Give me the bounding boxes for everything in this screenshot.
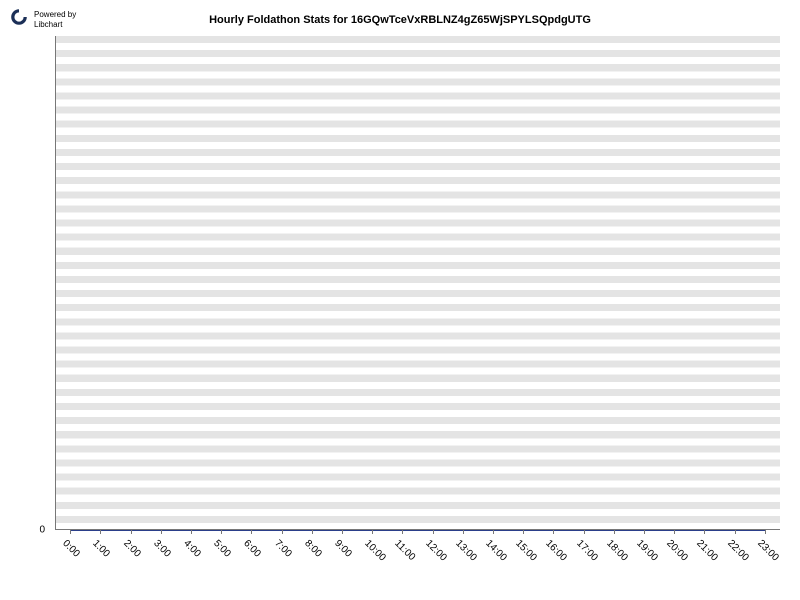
x-tick-label: 0:00 — [60, 538, 82, 560]
x-tick-label: 10:00 — [362, 538, 387, 563]
chart-container: Powered byLibchart Hourly Foldathon Stat… — [0, 0, 800, 600]
x-tick — [584, 530, 585, 534]
x-tick-label: 20:00 — [664, 538, 689, 563]
x-tick-label: 8:00 — [302, 538, 324, 560]
x-tick-label: 4:00 — [181, 538, 203, 560]
chart-grid — [55, 36, 780, 530]
plot-area — [55, 36, 780, 530]
x-tick-label: 22:00 — [725, 538, 750, 563]
x-tick — [644, 530, 645, 534]
x-tick — [614, 530, 615, 534]
x-tick — [251, 530, 252, 534]
x-tick — [553, 530, 554, 534]
x-tick-label: 19:00 — [634, 538, 659, 563]
x-tick — [493, 530, 494, 534]
x-tick — [70, 530, 71, 534]
x-tick — [704, 530, 705, 534]
x-tick-label: 2:00 — [121, 538, 143, 560]
x-tick-label: 16:00 — [544, 538, 569, 563]
x-tick — [372, 530, 373, 534]
x-tick — [221, 530, 222, 534]
x-tick — [161, 530, 162, 534]
x-tick-label: 3:00 — [151, 538, 173, 560]
x-tick — [735, 530, 736, 534]
x-tick-label: 6:00 — [242, 538, 264, 560]
chart-title: Hourly Foldathon Stats for 16GQwTceVxRBL… — [0, 14, 800, 26]
x-tick — [433, 530, 434, 534]
x-tick-label: 23:00 — [755, 538, 780, 563]
x-tick — [100, 530, 101, 534]
x-tick-label: 12:00 — [423, 538, 448, 563]
x-tick — [523, 530, 524, 534]
x-tick-label: 18:00 — [604, 538, 629, 563]
x-tick — [282, 530, 283, 534]
x-tick-label: 13:00 — [453, 538, 478, 563]
x-tick — [312, 530, 313, 534]
x-tick-label: 7:00 — [272, 538, 294, 560]
x-tick — [131, 530, 132, 534]
x-tick — [342, 530, 343, 534]
x-tick-label: 17:00 — [574, 538, 599, 563]
x-tick-label: 5:00 — [211, 538, 233, 560]
x-tick-label: 15:00 — [513, 538, 538, 563]
x-tick — [674, 530, 675, 534]
x-tick — [402, 530, 403, 534]
x-tick — [463, 530, 464, 534]
x-tick — [191, 530, 192, 534]
plot-border-left — [55, 36, 56, 530]
x-tick-label: 14:00 — [483, 538, 508, 563]
x-tick-label: 1:00 — [91, 538, 113, 560]
plot-border-bottom — [55, 529, 780, 530]
x-tick-label: 21:00 — [695, 538, 720, 563]
x-tick — [765, 530, 766, 534]
x-tick-label: 9:00 — [332, 538, 354, 560]
y-tick-label: 0 — [0, 525, 45, 536]
x-tick-label: 11:00 — [393, 538, 418, 563]
